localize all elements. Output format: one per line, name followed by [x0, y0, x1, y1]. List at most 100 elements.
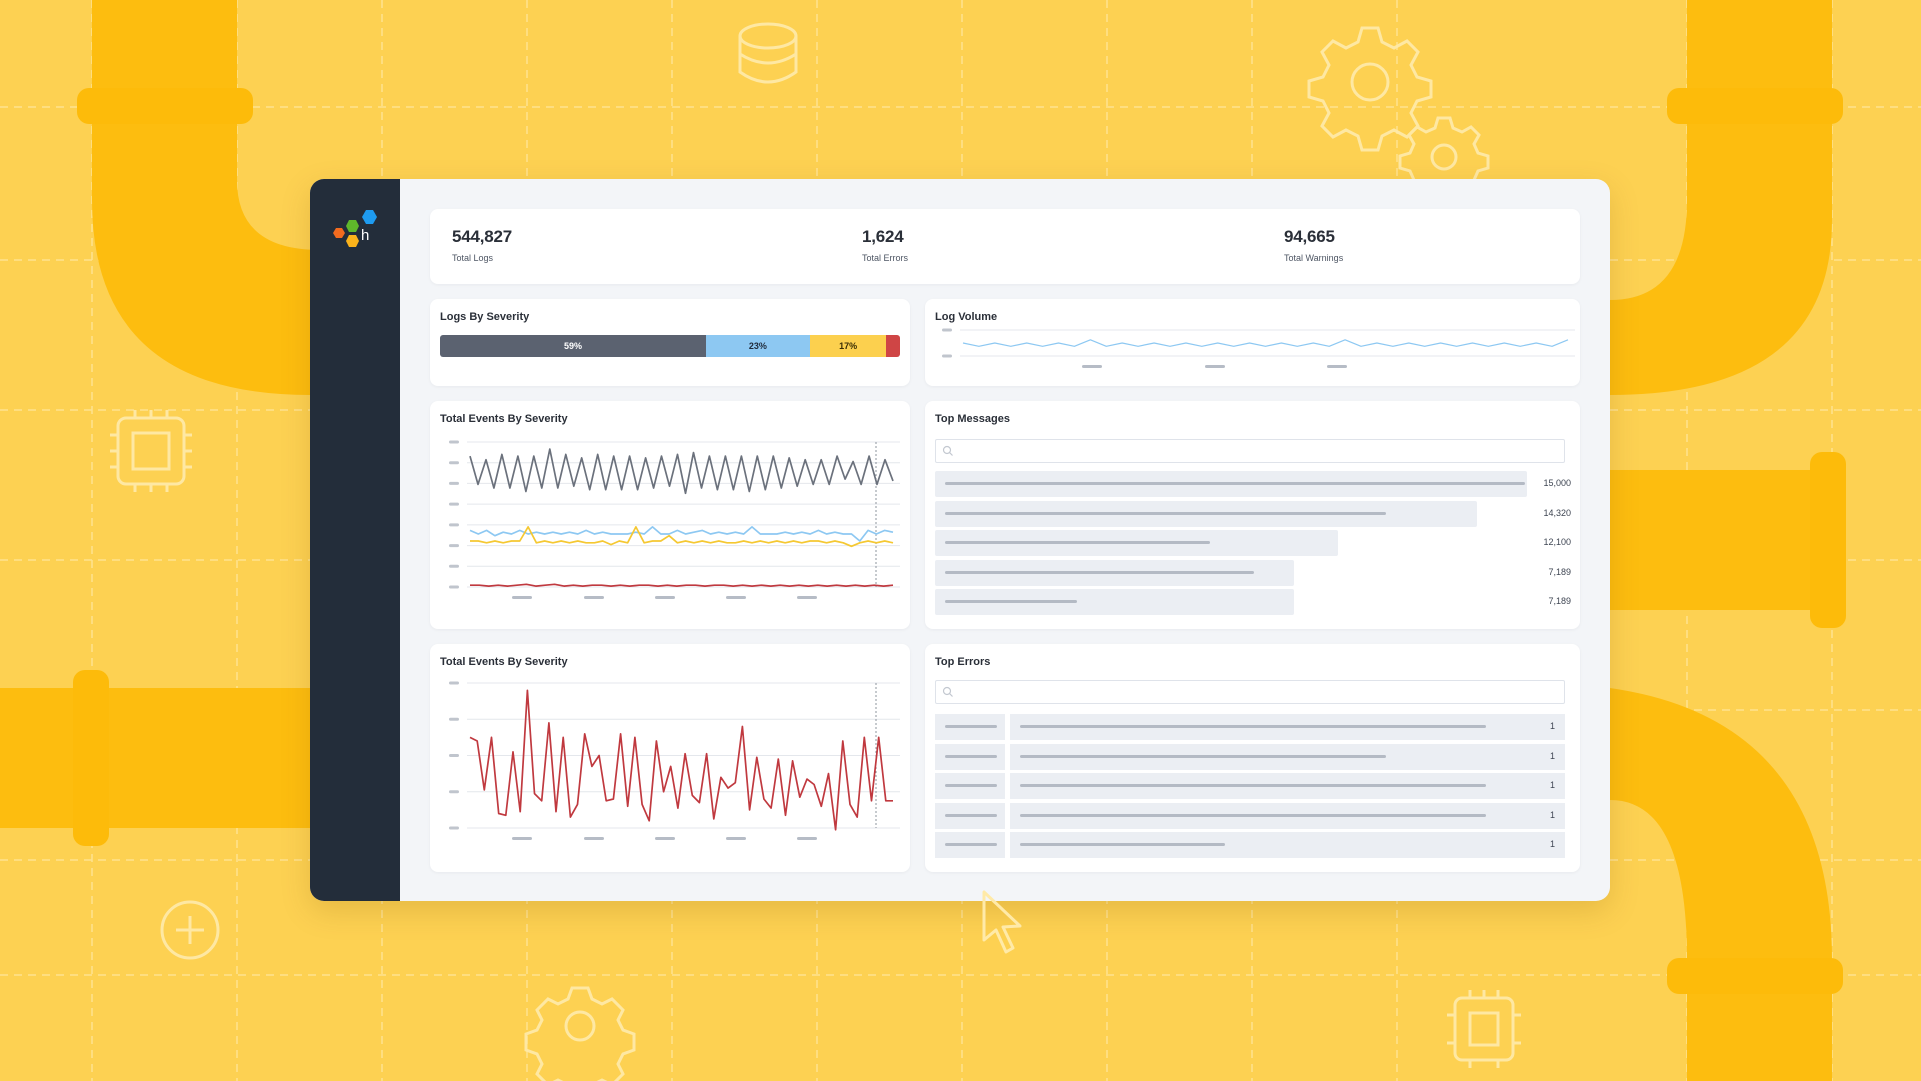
stat-value: 1,624 [862, 227, 904, 246]
series-line-volume[interactable] [962, 339, 1569, 347]
x-tick-label [584, 596, 604, 599]
message-count: 7,189 [1548, 596, 1571, 606]
series-line-errors[interactable] [469, 689, 893, 831]
y-tick-label [449, 585, 459, 589]
error-message-cell: 1 [1010, 714, 1565, 740]
top-errors-card: Top Errors 1 1 1 1 1 [925, 644, 1580, 872]
stat-total-errors: 1,624 Total Errors [862, 227, 908, 263]
error-source-placeholder [945, 843, 997, 846]
y-tick-label [449, 481, 459, 485]
y-tick-label [449, 523, 459, 527]
top-error-row[interactable]: 1 [935, 773, 1565, 799]
stat-total-warnings: 94,665 Total Warnings [1284, 227, 1343, 263]
events-by-severity-card-1: Total Events By Severity [430, 401, 910, 629]
error-count: 1 [1549, 780, 1555, 790]
message-text-placeholder [945, 600, 1078, 603]
severity-segment[interactable]: 59% [440, 335, 707, 357]
top-message-row[interactable]: 7,189 [935, 559, 1571, 586]
events-by-severity-chart[interactable] [430, 401, 910, 629]
error-count: 1 [1549, 809, 1555, 820]
top-error-row[interactable]: 1 [935, 714, 1565, 740]
message-count: 12,100 [1543, 537, 1571, 547]
error-message-cell: 1 [1010, 832, 1565, 858]
error-source-cell [935, 714, 1005, 740]
top-error-row[interactable]: 1 [935, 832, 1565, 858]
message-count: 14,320 [1543, 507, 1571, 518]
message-text-placeholder [945, 570, 1254, 574]
severity-bar: 59% 23% 17% [440, 335, 900, 357]
card-title: Total Events By Severity [440, 413, 568, 425]
error-source-cell [935, 832, 1005, 858]
x-tick-label [655, 837, 675, 840]
error-count: 1 [1549, 721, 1555, 731]
series-line-blue[interactable] [469, 526, 894, 542]
error-source-placeholder [945, 813, 997, 817]
top-message-row[interactable]: 12,100 [935, 530, 1571, 556]
top-message-row[interactable]: 14,320 [935, 500, 1571, 527]
x-tick-label [726, 837, 746, 840]
top-error-row[interactable]: 1 [935, 743, 1565, 770]
error-source-cell [935, 773, 1005, 799]
message-text-placeholder [945, 482, 1525, 485]
y-tick-label [449, 790, 459, 794]
top-error-row[interactable]: 1 [935, 802, 1565, 829]
x-tick-label [726, 596, 746, 599]
y-tick-label [449, 440, 459, 444]
x-tick-label [1327, 365, 1347, 368]
card-title: Top Errors [935, 656, 991, 668]
app-logo[interactable]: h [330, 207, 380, 253]
events-by-severity-chart[interactable] [430, 644, 910, 872]
x-tick-label [797, 837, 817, 840]
log-volume-card: Log Volume [925, 299, 1580, 386]
y-tick-label [942, 354, 952, 358]
plus-circle-icon [160, 900, 220, 960]
card-title: Top Messages [935, 413, 1010, 425]
series-line-red[interactable] [470, 583, 894, 587]
stat-total-logs: 544,827 Total Logs [452, 227, 512, 263]
error-source-placeholder [945, 754, 997, 758]
y-tick-label [449, 754, 459, 757]
series-line-yellow[interactable] [470, 526, 894, 548]
y-tick-label [449, 502, 459, 506]
gear-icon-large [1307, 26, 1433, 152]
log-volume-chart[interactable] [925, 299, 1580, 386]
y-tick-label [449, 544, 459, 548]
logo-hex-green [346, 220, 359, 232]
error-message-cell: 1 [1010, 773, 1565, 799]
error-message-placeholder [1020, 754, 1387, 758]
logo-hex-orange [333, 228, 345, 238]
x-tick-label [584, 837, 604, 840]
y-tick-label [449, 564, 459, 568]
error-source-placeholder [945, 725, 997, 728]
error-source-cell [935, 802, 1005, 829]
stat-value: 544,827 [452, 227, 513, 246]
top-message-row[interactable]: 15,000 [935, 471, 1571, 497]
x-tick-label [1205, 365, 1225, 368]
logs-by-severity-card: Logs By Severity 59% 23% 17% [430, 299, 910, 386]
severity-segment[interactable] [886, 335, 900, 357]
top-messages-search-input[interactable] [935, 439, 1565, 463]
y-tick-label [942, 328, 952, 332]
stat-label: Total Errors [862, 253, 909, 263]
series-line-gray[interactable] [469, 448, 894, 495]
error-message-placeholder [1020, 813, 1487, 817]
card-title: Log Volume [935, 311, 998, 323]
stat-label: Total Warnings [1284, 253, 1344, 263]
error-count: 1 [1549, 750, 1555, 761]
message-text-placeholder [945, 541, 1210, 544]
message-count: 7,189 [1548, 566, 1571, 577]
severity-segment[interactable]: 23% [706, 335, 810, 357]
error-message-placeholder [1020, 843, 1226, 846]
logo-hex-yellow [346, 235, 359, 247]
pipe-joint [77, 88, 253, 124]
top-errors-search-input[interactable] [935, 680, 1565, 704]
error-message-cell: 1 [1010, 743, 1565, 770]
x-tick-label [512, 837, 532, 840]
stat-value: 94,665 [1284, 227, 1335, 246]
search-icon [942, 445, 953, 456]
top-message-row[interactable]: 7,189 [935, 589, 1571, 615]
x-tick-label [512, 596, 532, 599]
message-text-placeholder [945, 511, 1386, 515]
search-icon [942, 686, 953, 697]
severity-segment[interactable]: 17% [809, 335, 887, 357]
